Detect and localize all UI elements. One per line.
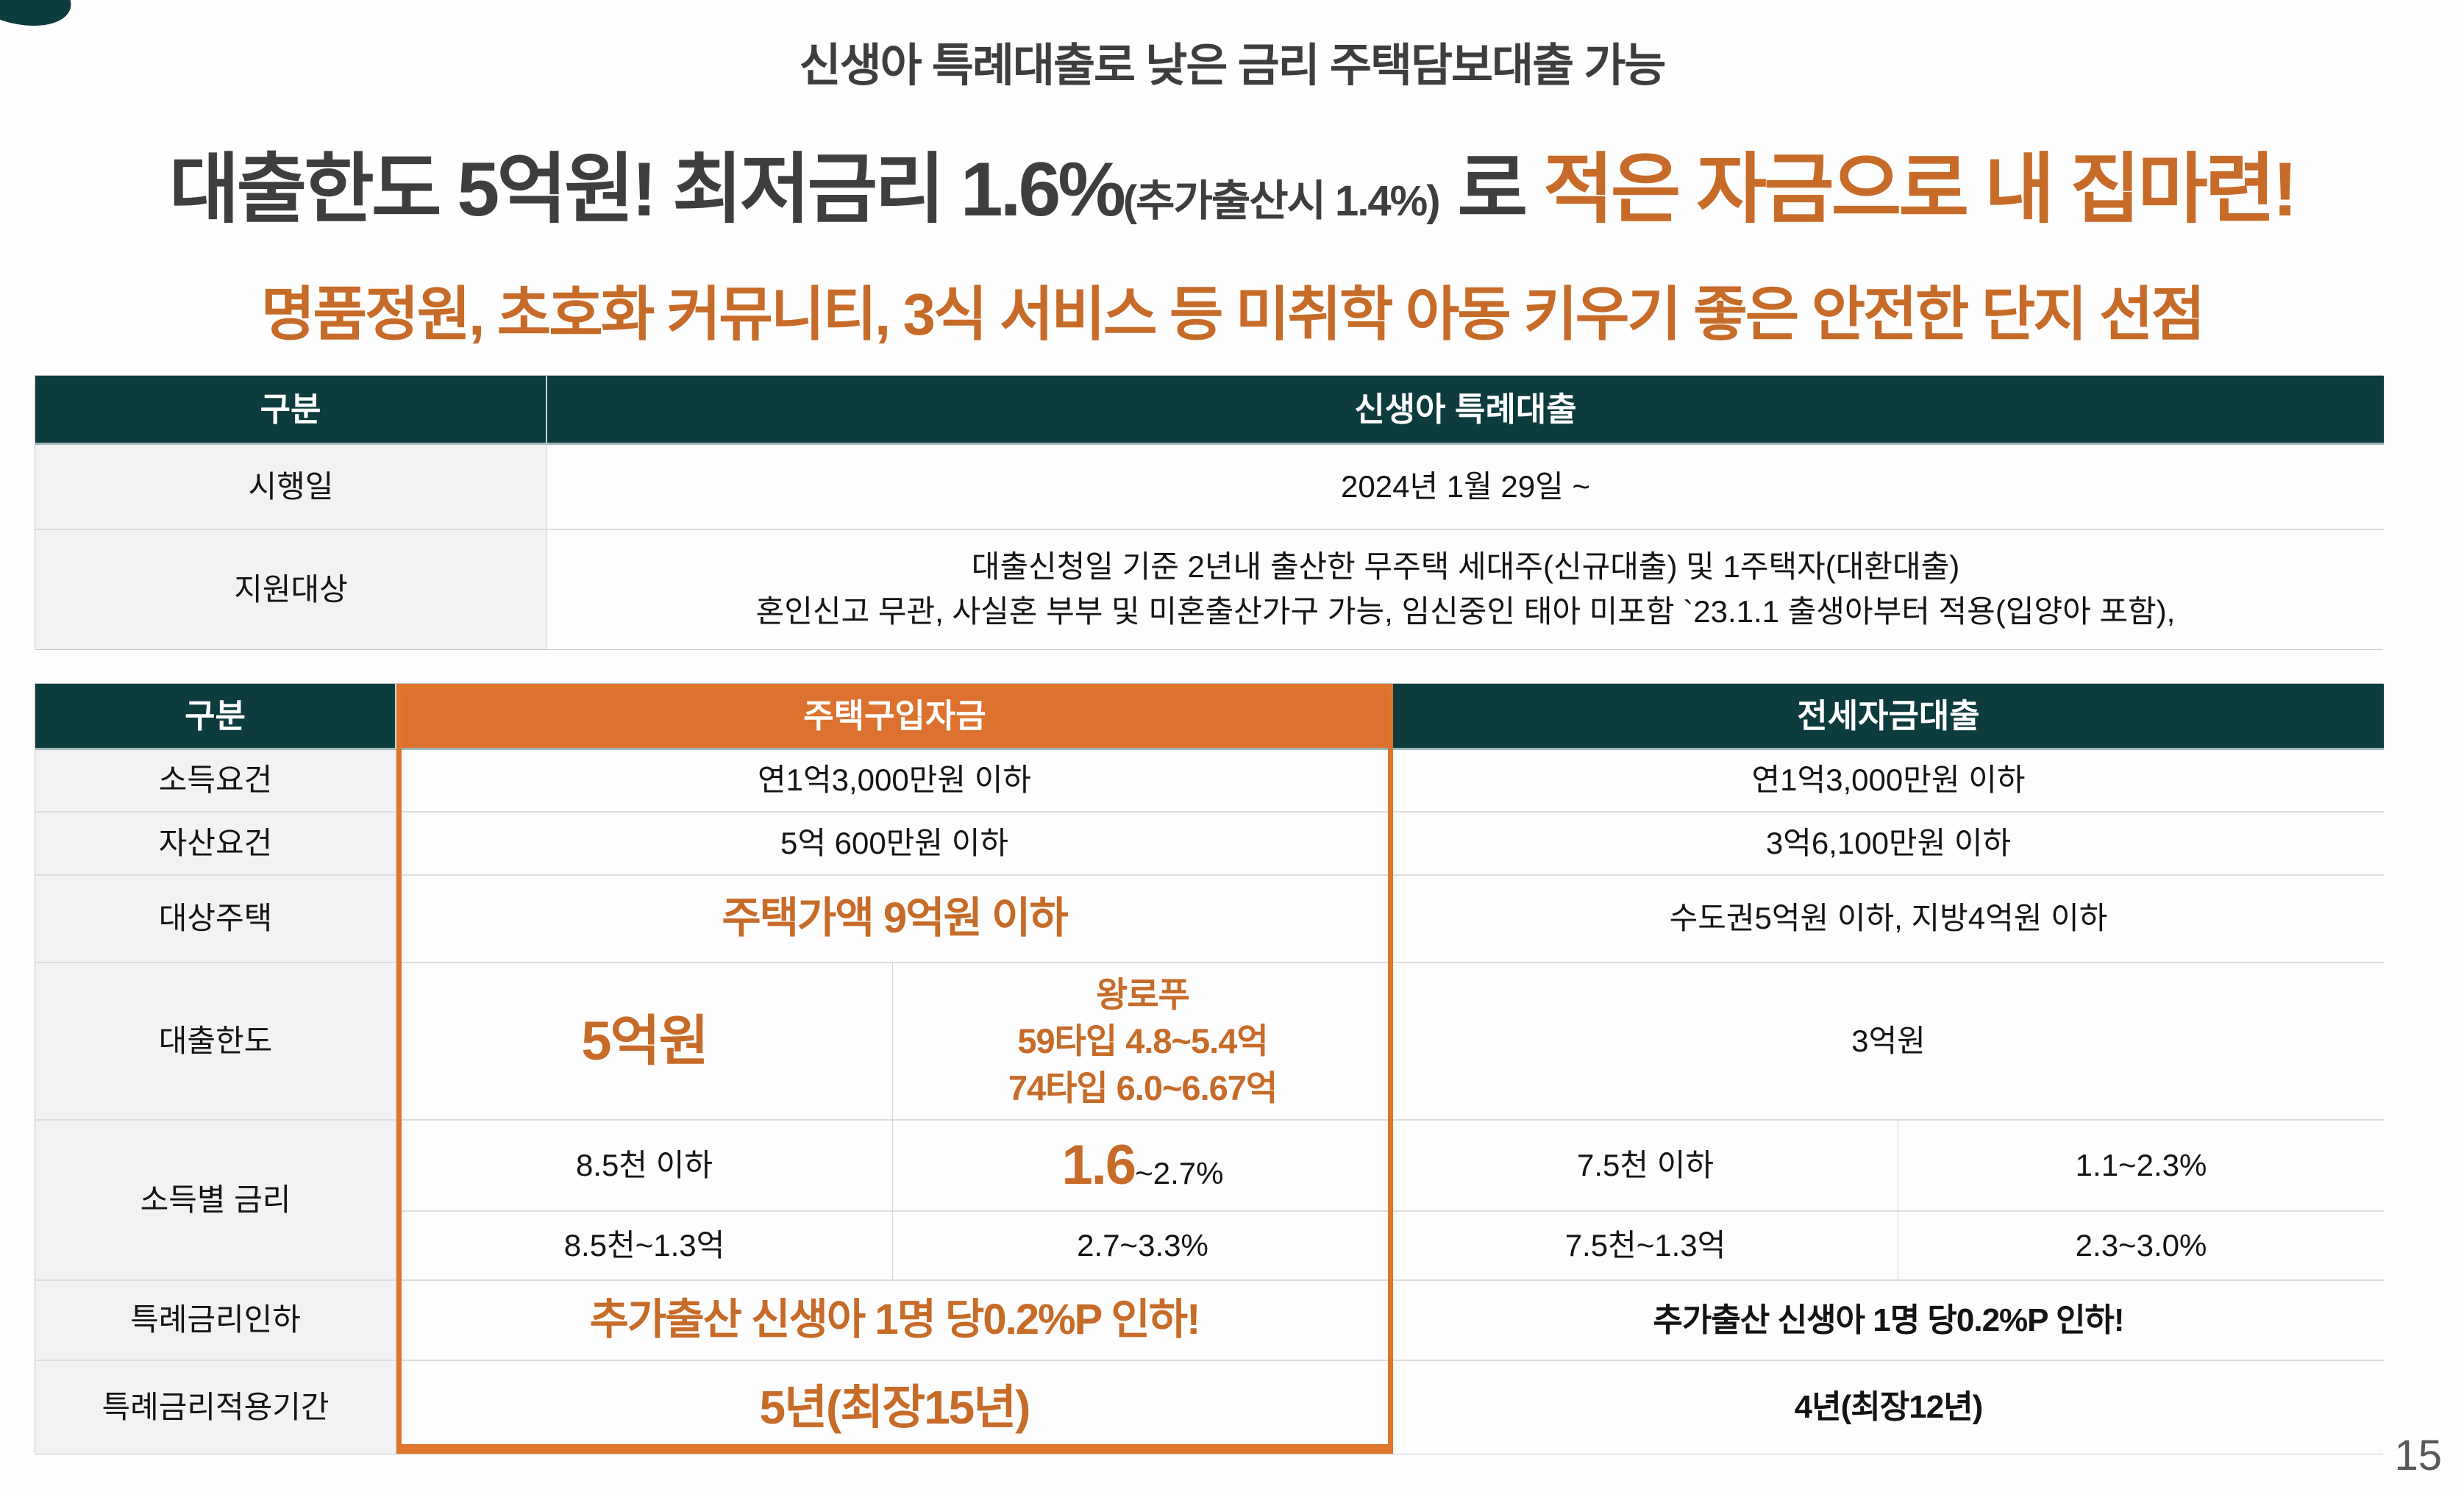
- headline-subtitle: 신생아 특례대출로 낮은 금리 주택담보대출 가능: [799, 40, 1667, 91]
- t2-jeonse-rate-period: 4년(최장12년): [1393, 1361, 2384, 1454]
- t2-rate1-small: ~2.7%: [1135, 1155, 1224, 1190]
- headline-main-paren: (추가출산시 1.4%): [1122, 177, 1441, 225]
- t1-eligibility-line1: 대출신청일 기준 2년내 출산한 무주택 세대주(신규대출) 및 1주택자(대환…: [971, 549, 1960, 585]
- t2-limit-detail-line3: 74타입 6.0~6.67억: [1008, 1068, 1278, 1107]
- t2-purchase-rate-period: 5년(최장15년): [396, 1361, 1393, 1454]
- t2-label-target-housing: 대상주택: [35, 876, 396, 963]
- t1-row-value-eligibility: 대출신청일 기준 2년내 출산한 무주택 세대주(신규대출) 및 1주택자(대환…: [547, 530, 2384, 649]
- t2-label-rate-period: 특례금리적용기간: [35, 1361, 396, 1454]
- t2-jeonse-rate2-income: 7.5천~1.3억: [1393, 1212, 1898, 1281]
- t2-rate1-composite: 1.6 ~2.7%: [1062, 1125, 1224, 1206]
- t2-purchase-rate1-rate: 1.6 ~2.7%: [893, 1121, 1393, 1212]
- t2-label-rate-cut: 특례금리인하: [35, 1281, 396, 1361]
- t2-purchase-income: 연1억3,000만원 이하: [396, 750, 1393, 813]
- t2-jeonse-rate1-income: 7.5천 이하: [1393, 1121, 1898, 1212]
- t2-label-income: 소득요건: [35, 750, 396, 813]
- t2-jeonse-rate1-rate: 1.1~2.3%: [1898, 1121, 2384, 1212]
- t2-purchase-asset: 5억 600만원 이하: [396, 813, 1393, 876]
- t2-jeonse-income: 연1억3,000만원 이하: [1393, 750, 2384, 813]
- loan-overview-table: 구분 신생아 특례대출 시행일 2024년 1월 29일 ~ 지원대상 대출신청…: [35, 375, 2384, 650]
- headline-block: 신생아 특례대출로 낮은 금리 주택담보대출 가능 대출한도 5억원! 최저금리…: [0, 28, 2464, 352]
- t1-row-value-start-date: 2024년 1월 29일 ~: [547, 445, 2384, 530]
- t2-purchase-limit-main: 5억원: [396, 963, 893, 1121]
- t2-label-rate: 소득별 금리: [35, 1121, 396, 1281]
- headline-main-dark: 대출한도 5억원! 최저금리 1.6%: [168, 147, 1126, 232]
- t2-header-purchase: 주택구입자금: [396, 684, 1393, 750]
- t1-row-label-eligibility: 지원대상: [35, 530, 547, 649]
- headline-tagline: 명품정원, 초호화 커뮤니티, 3식 서비스 등 미취학 아동 키우기 좋은 안…: [260, 282, 2205, 347]
- t2-jeonse-target-housing: 수도권5억원 이하, 지방4억원 이하: [1393, 876, 2384, 963]
- loan-comparison-table: 구분 주택구입자금 전세자금대출 소득요건 연1억3,000만원 이하 연1억3…: [35, 683, 2384, 1454]
- t2-purchase-rate2-rate: 2.7~3.3%: [893, 1212, 1393, 1281]
- t1-row-label-start-date: 시행일: [35, 445, 547, 530]
- headline-main: 대출한도 5억원! 최저금리 1.6%(추가출산시 1.4%) 로 적은 자금으…: [0, 126, 2464, 238]
- t2-purchase-target-housing: 주택가액 9억원 이하: [396, 876, 1393, 963]
- headline-main-mid: 로: [1439, 147, 1544, 232]
- t2-jeonse-rate2-rate: 2.3~3.0%: [1898, 1212, 2384, 1281]
- t2-jeonse-rate-cut: 추가출산 신생아 1명 당0.2%P 인하!: [1393, 1281, 2384, 1361]
- t2-jeonse-limit: 3억원: [1393, 963, 2384, 1121]
- t2-rate1-big: 1.6: [1061, 1133, 1137, 1196]
- t1-eligibility-line2: 혼인신고 무관, 사실혼 부부 및 미혼출산가구 가능, 임신중인 태아 미포함…: [755, 594, 2176, 629]
- t2-label-loan-limit: 대출한도: [35, 963, 396, 1121]
- t1-header-category: 구분: [35, 376, 547, 445]
- t2-limit-detail-line1: 왕로푸: [1096, 974, 1190, 1014]
- t2-purchase-rate1-income: 8.5천 이하: [396, 1121, 893, 1212]
- t2-purchase-limit-detail: 왕로푸 59타입 4.8~5.4억 74타입 6.0~6.67억: [893, 963, 1393, 1121]
- t2-limit-detail-line2: 59타입 4.8~5.4억: [1017, 1021, 1268, 1061]
- t2-header-category: 구분: [35, 684, 396, 750]
- t2-label-asset: 자산요건: [35, 813, 396, 876]
- t2-header-jeonse: 전세자금대출: [1393, 684, 2384, 750]
- t1-header-loan-name: 신생아 특례대출: [547, 376, 2384, 445]
- t2-purchase-rate-cut: 추가출산 신생아 1명 당0.2%P 인하!: [396, 1281, 1393, 1361]
- page-number: 15: [2394, 1432, 2442, 1479]
- t2-purchase-rate2-income: 8.5천~1.3억: [396, 1212, 893, 1281]
- t2-jeonse-asset: 3억6,100만원 이하: [1393, 813, 2384, 876]
- headline-main-orange: 적은 자금으로 내 집마련!: [1543, 147, 2298, 232]
